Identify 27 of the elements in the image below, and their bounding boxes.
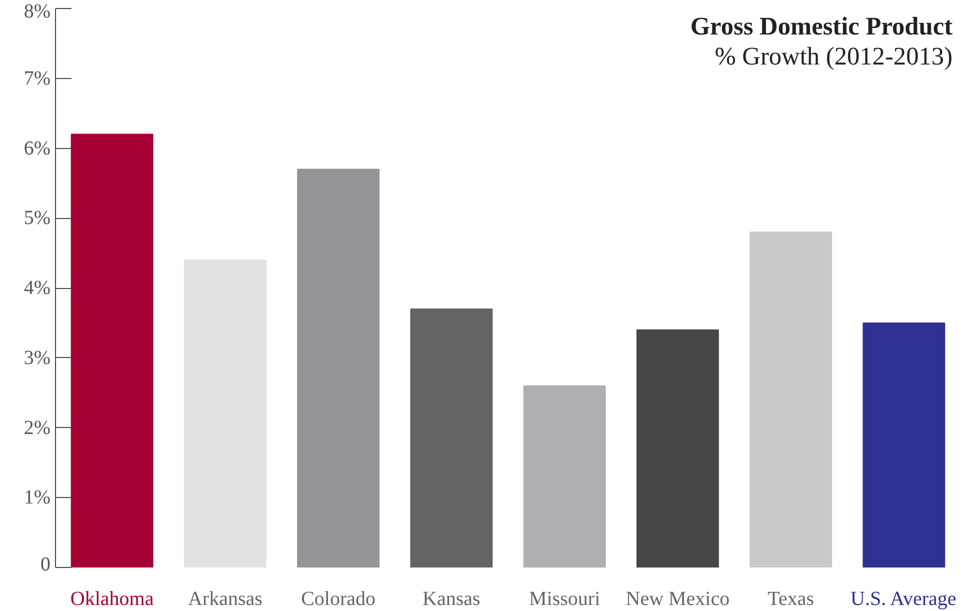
y-tick-label: 4% (24, 277, 51, 299)
y-tick-label: 8% (24, 0, 51, 22)
y-tick-label: 7% (24, 67, 51, 90)
y-tick-label: 3% (24, 346, 51, 369)
y-tick-label: 2% (24, 416, 51, 439)
x-tick-label: Arkansas (188, 588, 263, 610)
bar (70, 134, 154, 568)
bar (410, 308, 493, 568)
bar (862, 322, 946, 568)
x-tick-label: Colorado (301, 588, 376, 610)
bar (636, 329, 719, 568)
bar (523, 385, 606, 568)
chart-title: Gross Domestic Product (690, 12, 954, 40)
bar (750, 232, 832, 568)
y-tick-label: 1% (24, 486, 51, 509)
x-tick-label: Texas (768, 588, 814, 610)
bar (184, 260, 266, 568)
x-tick-label: New Mexico (626, 588, 730, 610)
x-tick-label: Oklahoma (70, 588, 154, 610)
x-tick-label: U.S. Average (850, 588, 956, 610)
y-tick-label: 6% (24, 137, 51, 160)
y-tick-label: 0 (40, 554, 50, 576)
x-tick-label: Missouri (529, 588, 601, 610)
text: % Growth (2012-2013) (714, 42, 953, 70)
x-tick-label: Kansas (422, 588, 481, 610)
bar (297, 168, 380, 568)
y-tick-label: 5% (24, 207, 51, 230)
